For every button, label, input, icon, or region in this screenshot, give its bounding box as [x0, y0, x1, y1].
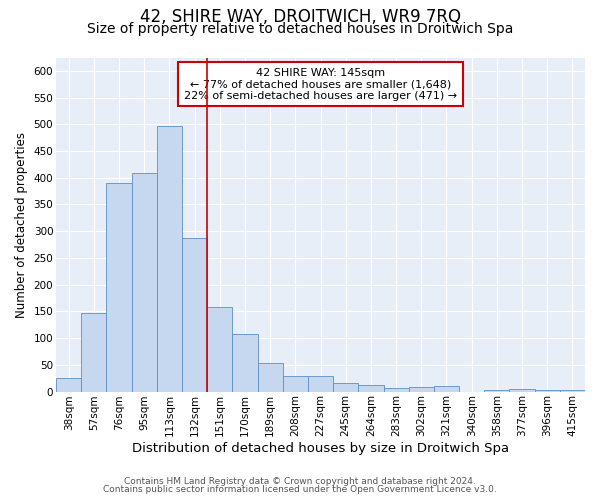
- Text: Contains HM Land Registry data © Crown copyright and database right 2024.: Contains HM Land Registry data © Crown c…: [124, 477, 476, 486]
- Bar: [106, 183, 131, 392]
- Bar: [484, 390, 509, 392]
- Bar: [81, 313, 106, 392]
- Bar: [383, 388, 409, 392]
- Bar: [157, 126, 182, 392]
- Text: 42 SHIRE WAY: 145sqm
← 77% of detached houses are smaller (1,648)
22% of semi-de: 42 SHIRE WAY: 145sqm ← 77% of detached h…: [184, 68, 457, 100]
- X-axis label: Distribution of detached houses by size in Droitwich Spa: Distribution of detached houses by size …: [132, 442, 509, 455]
- Bar: [509, 390, 535, 392]
- Bar: [333, 383, 358, 392]
- Bar: [434, 386, 459, 392]
- Bar: [131, 174, 157, 392]
- Bar: [308, 376, 333, 392]
- Bar: [207, 307, 232, 392]
- Y-axis label: Number of detached properties: Number of detached properties: [15, 132, 28, 318]
- Bar: [257, 363, 283, 392]
- Bar: [358, 385, 383, 392]
- Bar: [182, 238, 207, 392]
- Text: Size of property relative to detached houses in Droitwich Spa: Size of property relative to detached ho…: [87, 22, 513, 36]
- Text: 42, SHIRE WAY, DROITWICH, WR9 7RQ: 42, SHIRE WAY, DROITWICH, WR9 7RQ: [139, 8, 461, 26]
- Bar: [409, 386, 434, 392]
- Bar: [560, 390, 585, 392]
- Bar: [283, 376, 308, 392]
- Bar: [535, 390, 560, 392]
- Text: Contains public sector information licensed under the Open Government Licence v3: Contains public sector information licen…: [103, 485, 497, 494]
- Bar: [232, 334, 257, 392]
- Bar: [56, 378, 81, 392]
